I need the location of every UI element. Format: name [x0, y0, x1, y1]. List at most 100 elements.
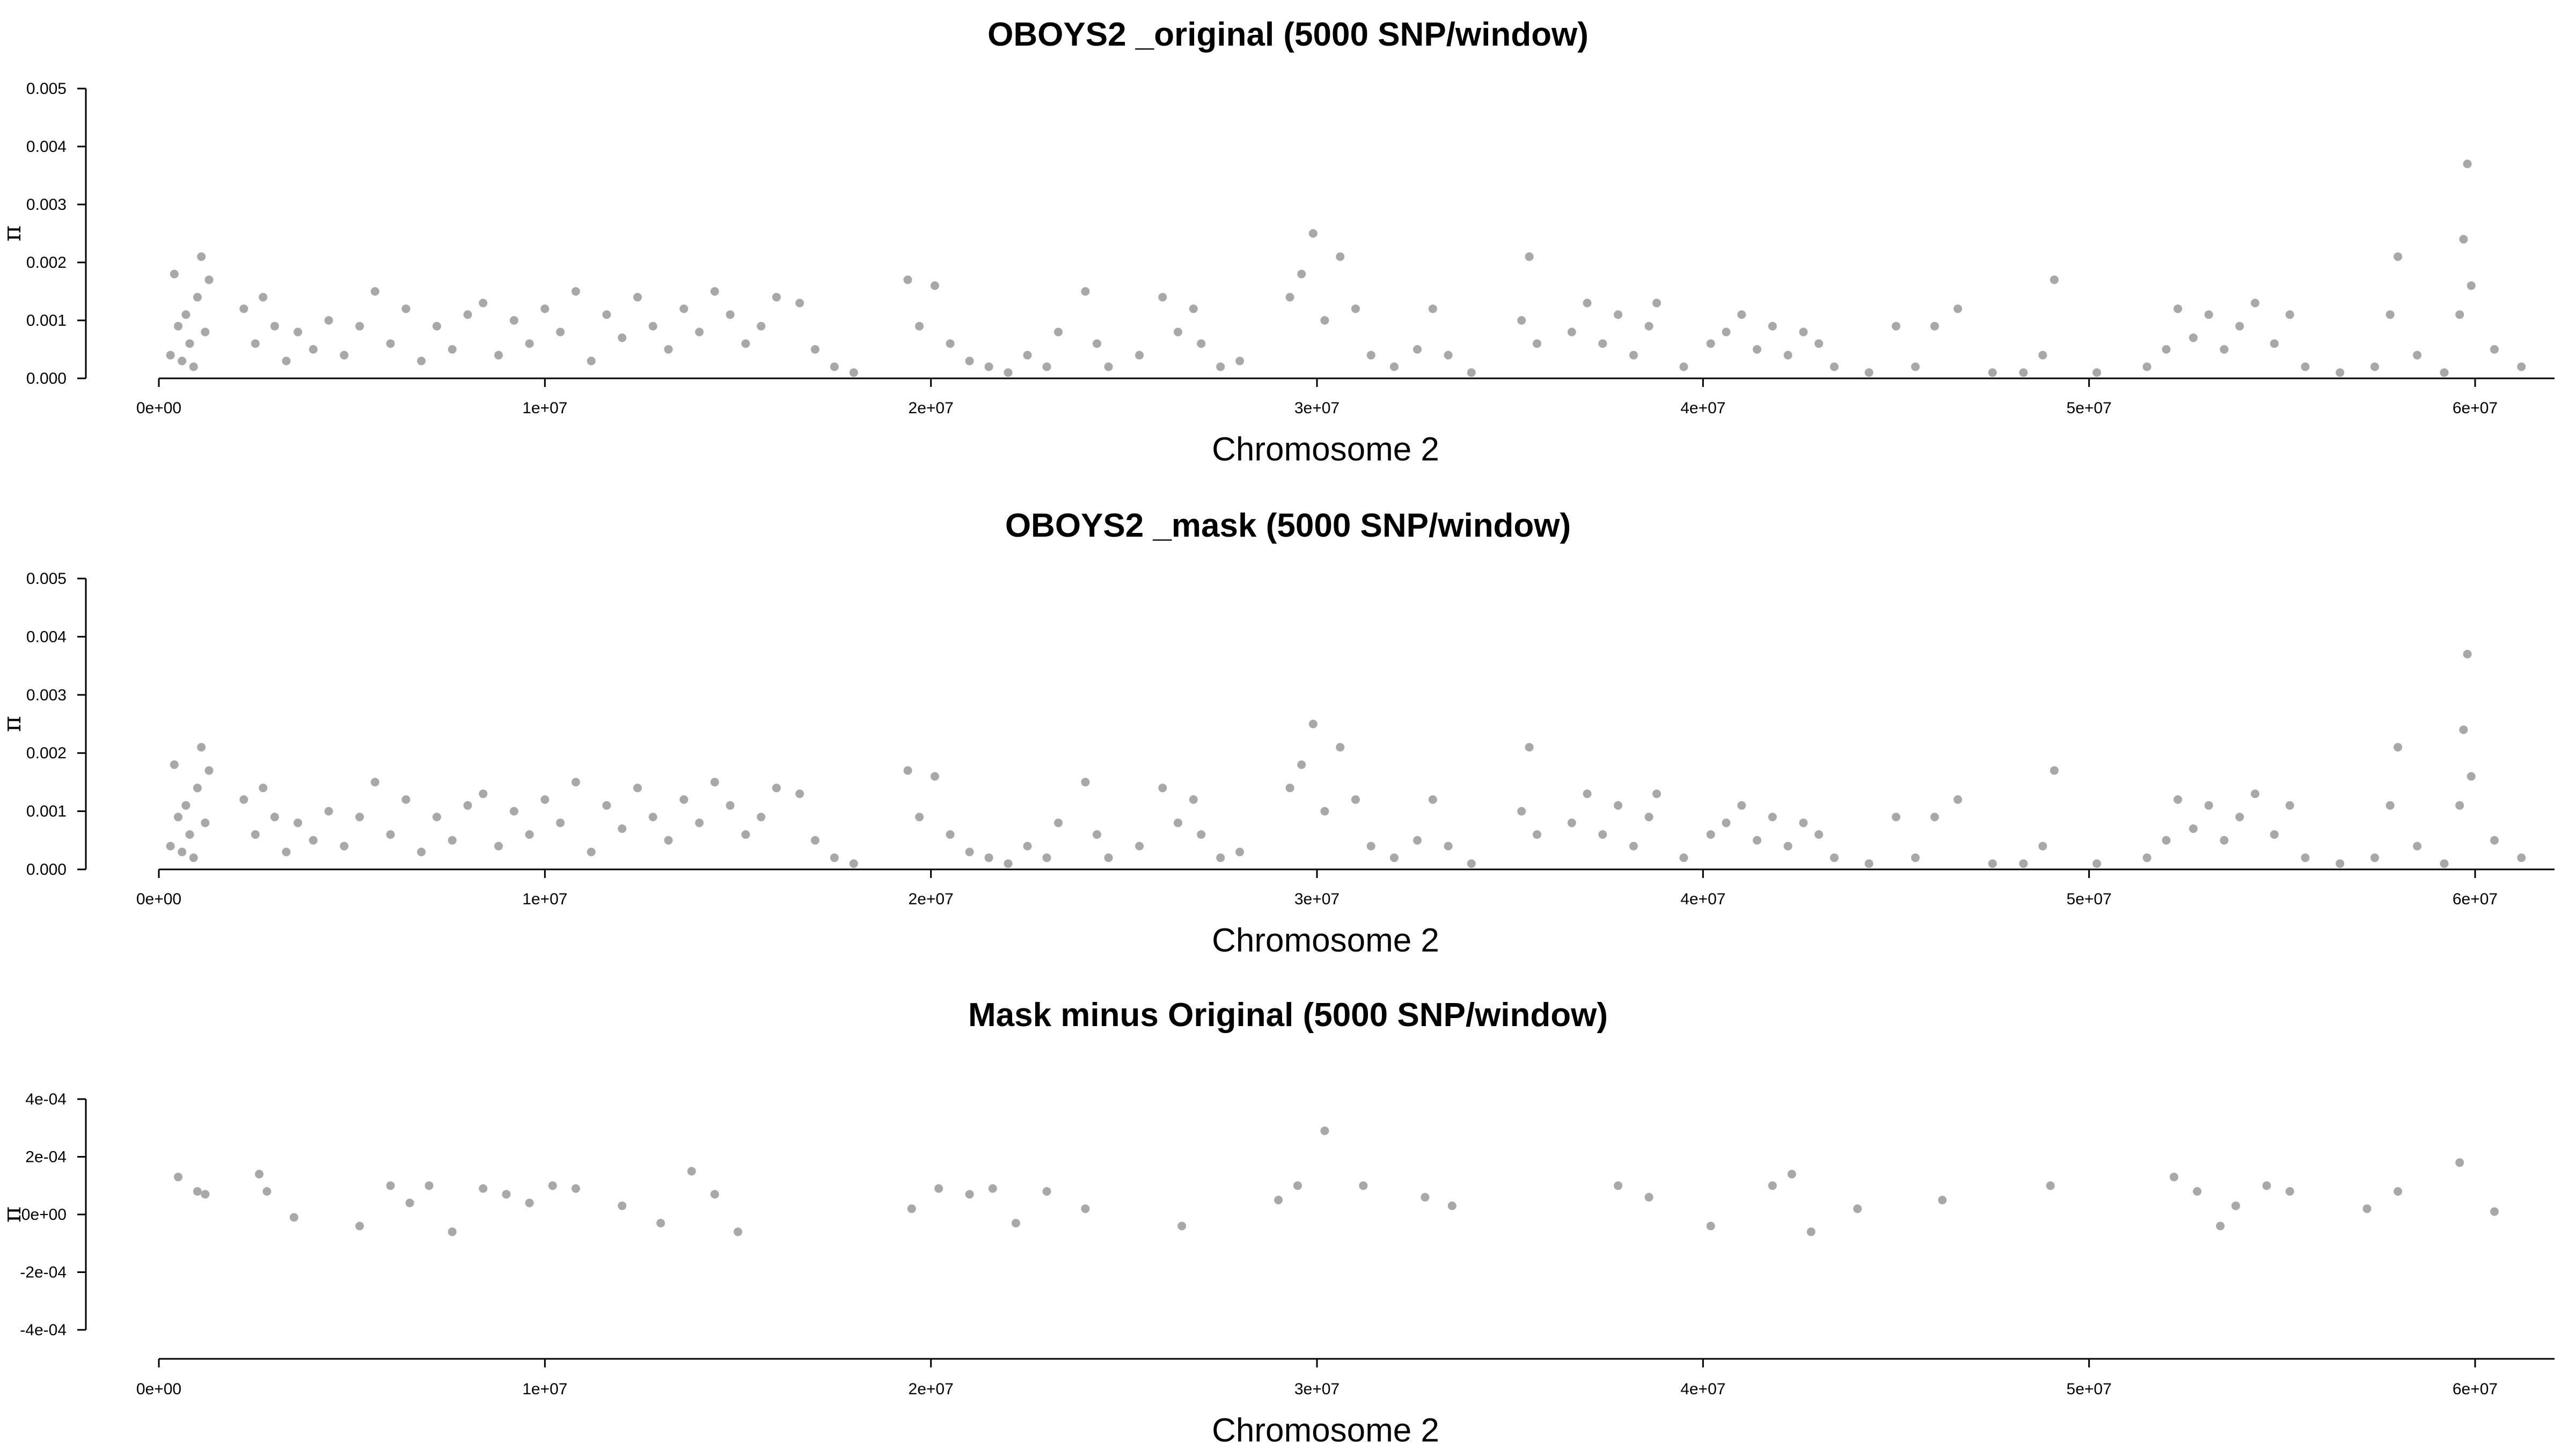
y-tick-label: 0.000 [26, 861, 67, 879]
data-point [988, 1184, 997, 1193]
data-point [1135, 350, 1144, 360]
data-point [262, 1187, 272, 1196]
data-point [2459, 725, 2468, 734]
data-point [204, 766, 214, 775]
data-point [1197, 339, 1206, 348]
data-point [1814, 830, 1824, 839]
data-point [571, 1184, 580, 1193]
data-point [2440, 368, 2449, 377]
data-point [849, 368, 858, 377]
data-point [170, 269, 179, 279]
data-point [556, 327, 565, 336]
data-point [324, 316, 333, 325]
data-point [282, 356, 291, 365]
x-tick-label: 2e+07 [909, 890, 954, 908]
data-point [1598, 830, 1607, 839]
data-point [185, 339, 194, 348]
data-point [1308, 720, 1318, 728]
data-point [2204, 310, 2213, 319]
data-point [772, 292, 781, 302]
data-point [726, 801, 735, 810]
data-point [2235, 321, 2244, 331]
data-point [417, 356, 426, 365]
x-tick-label: 4e+07 [1680, 399, 1725, 417]
data-point [2142, 853, 2151, 862]
data-point [181, 801, 191, 810]
data-point [2220, 345, 2229, 354]
data-point [2046, 1181, 2055, 1190]
data-point [1953, 795, 1963, 804]
data-point [1706, 830, 1715, 839]
data-point [448, 345, 457, 354]
data-point [204, 275, 214, 284]
data-point [965, 847, 974, 857]
data-point [656, 1219, 665, 1228]
data-point [710, 778, 719, 787]
data-point [1829, 362, 1839, 371]
data-point [502, 1190, 511, 1199]
data-point [479, 1184, 488, 1193]
data-point [548, 1181, 557, 1190]
data-point [1389, 362, 1399, 371]
x-tick-label: 6e+07 [2453, 890, 2498, 908]
data-point [1533, 830, 1541, 839]
data-point [1413, 836, 1422, 845]
data-point [1567, 818, 1576, 828]
data-point [2251, 789, 2259, 799]
chart-title: OBOYS2 _original (5000 SNP/window) [987, 16, 1589, 53]
data-point [1614, 801, 1623, 810]
x-tick-label: 0e+00 [136, 890, 181, 908]
x-tick-label: 2e+07 [909, 1380, 954, 1398]
data-point [602, 310, 611, 319]
data-point [930, 772, 939, 781]
data-point [540, 795, 550, 804]
data-point [741, 339, 750, 348]
data-point [197, 743, 206, 752]
data-point [2285, 1187, 2294, 1196]
data-point [1938, 1196, 1947, 1205]
data-point [1174, 818, 1182, 828]
data-point [679, 795, 689, 804]
data-point [648, 813, 657, 822]
data-point [934, 1184, 943, 1193]
data-point [1421, 1192, 1430, 1202]
data-point [525, 339, 534, 348]
data-point [915, 321, 924, 331]
data-point [695, 327, 704, 336]
data-point [1517, 807, 1526, 816]
data-point [2019, 368, 2028, 377]
data-point [1467, 368, 1476, 377]
data-point [1428, 304, 1437, 313]
data-point [1768, 813, 1777, 822]
data-point [1953, 304, 1963, 313]
data-point [2455, 310, 2464, 319]
data-point [355, 813, 364, 822]
data-point [2189, 824, 2198, 833]
data-point [965, 1190, 974, 1199]
y-tick-label: -2e-04 [20, 1264, 67, 1282]
x-tick-label: 4e+07 [1680, 1380, 1725, 1398]
data-point [757, 813, 766, 822]
data-point [1023, 350, 1032, 360]
data-point [494, 350, 503, 360]
data-point [710, 1190, 719, 1199]
data-point [1285, 292, 1294, 302]
data-point [255, 1169, 264, 1179]
data-point [294, 818, 302, 828]
data-point [2463, 649, 2472, 658]
data-point [1614, 1181, 1623, 1190]
data-point [1583, 298, 1592, 308]
data-point [1174, 327, 1182, 336]
data-point [1783, 350, 1792, 360]
data-point [1042, 1187, 1051, 1196]
data-point [1652, 789, 1661, 799]
data-point [2459, 235, 2468, 244]
data-point [425, 1181, 434, 1190]
y-tick-label: 4e-04 [25, 1091, 67, 1108]
y-tick-label: 0.001 [26, 803, 67, 821]
x-tick-label: 3e+07 [1294, 1380, 1340, 1398]
data-point [1297, 760, 1306, 769]
data-point [556, 818, 565, 828]
chart-title: Mask minus Original (5000 SNP/window) [968, 997, 1608, 1034]
data-point [1988, 859, 1997, 868]
